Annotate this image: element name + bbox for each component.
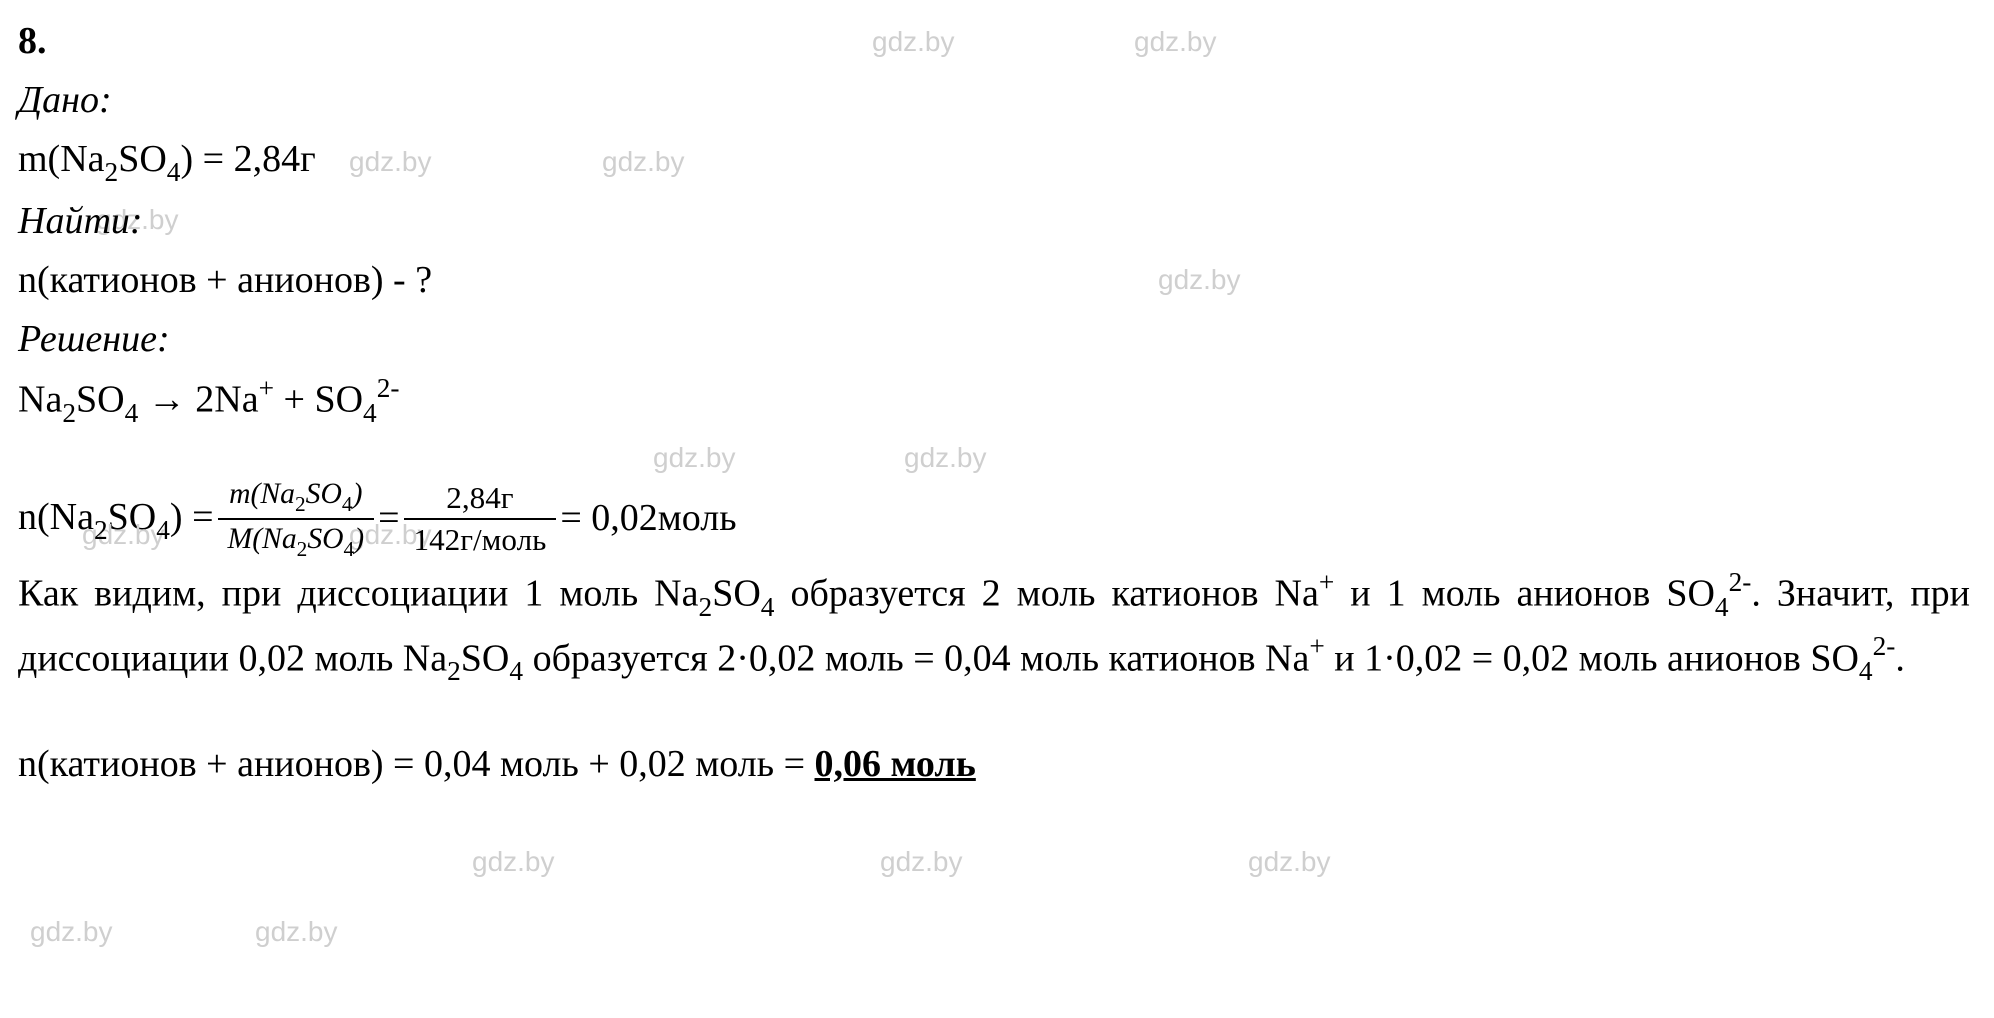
watermark-text: gdz.by — [255, 910, 338, 953]
text: и 1·0,02 = 0,02 моль анионов SO — [1325, 637, 1859, 679]
subscript: 4 — [167, 157, 181, 187]
text: SO — [307, 523, 343, 555]
text: и 1 моль анионов SO — [1334, 573, 1715, 615]
subscript: 2 — [295, 492, 306, 516]
explanation-paragraph: Как видим, при диссоциации 1 моль Na2SO4… — [18, 562, 1976, 691]
text: m(Na — [229, 478, 295, 510]
text: ) — [353, 478, 363, 510]
superscript: + — [1309, 631, 1324, 661]
numerator: 2,84г — [404, 480, 557, 520]
superscript: 2- — [1729, 567, 1752, 597]
watermark-text: gdz.by — [472, 840, 555, 883]
subscript: 2 — [94, 515, 108, 545]
text: = — [378, 489, 399, 548]
problem-number: 8. — [18, 12, 1976, 71]
superscript: + — [259, 373, 274, 403]
text: → 2Na — [138, 379, 258, 421]
text: образует­ся 2·0,02 моль = 0,04 моль кати… — [523, 637, 1309, 679]
solution-label: Решение: — [18, 310, 1976, 369]
subscript: 2 — [105, 157, 119, 187]
watermark-text: gdz.by — [880, 840, 963, 883]
spacer — [18, 433, 1976, 477]
superscript: 2- — [1873, 631, 1896, 661]
subscript: 2 — [62, 398, 76, 428]
text: Как видим, при диссоциации 1 моль Na — [18, 573, 699, 615]
subscript: 4 — [344, 537, 355, 561]
text: образуется 2 моль катионов Na — [774, 573, 1318, 615]
denominator: 142г/моль — [404, 520, 557, 558]
text: n(Na — [18, 496, 94, 538]
spacer — [18, 691, 1976, 735]
final-answer: 0,06 моль — [815, 743, 976, 785]
superscript: 2- — [377, 373, 400, 403]
text: + SO — [274, 379, 363, 421]
final-answer-line: n(катионов + анионов) = 0,04 моль + 0,02… — [18, 735, 1976, 794]
text: ) = — [170, 496, 214, 538]
find-line-1: n(катионов + анионов) - ? — [18, 251, 1976, 310]
equation-dissociation: Na2SO4 → 2Na+ + SO42- — [18, 368, 1976, 433]
text: ) = 2,84г — [180, 138, 315, 180]
given-label: Дано: — [18, 71, 1976, 130]
text: M(Na — [228, 523, 297, 555]
find-label: Найти: — [18, 192, 1976, 251]
fraction-2: 2,84г 142г/моль — [404, 480, 557, 558]
watermark-text: gdz.by — [30, 910, 113, 953]
text: m(Na — [18, 138, 105, 180]
superscript: + — [1319, 567, 1334, 597]
subscript: 4 — [1715, 592, 1729, 622]
text: Na — [18, 379, 62, 421]
subscript: 4 — [1859, 656, 1873, 686]
subscript: 2 — [699, 592, 713, 622]
subscript: 4 — [363, 398, 377, 428]
text: SO — [108, 496, 157, 538]
subscript: 4 — [342, 492, 353, 516]
subscript: 2 — [447, 656, 461, 686]
text: SO — [306, 478, 342, 510]
subscript: 2 — [297, 537, 308, 561]
equation-amount: n(Na2SO4) = m(Na2SO4) M(Na2SO4) = 2,84г … — [18, 477, 1976, 560]
fraction-1: m(Na2SO4) M(Na2SO4) — [218, 477, 375, 560]
text: = 0,02моль — [560, 489, 736, 548]
text: SO — [118, 138, 167, 180]
subscript: 4 — [156, 515, 170, 545]
text: . — [1895, 637, 1905, 679]
text: SO — [712, 573, 761, 615]
text: SO — [76, 379, 125, 421]
text: n(катионов + анионов) = 0,04 моль + 0,02… — [18, 743, 815, 785]
subscript: 4 — [761, 592, 775, 622]
watermark-text: gdz.by — [1248, 840, 1331, 883]
subscript: 4 — [125, 398, 139, 428]
text: ) — [354, 523, 364, 555]
text: SO — [461, 637, 510, 679]
subscript: 4 — [509, 656, 523, 686]
given-line-1: m(Na2SO4) = 2,84г — [18, 130, 1976, 192]
